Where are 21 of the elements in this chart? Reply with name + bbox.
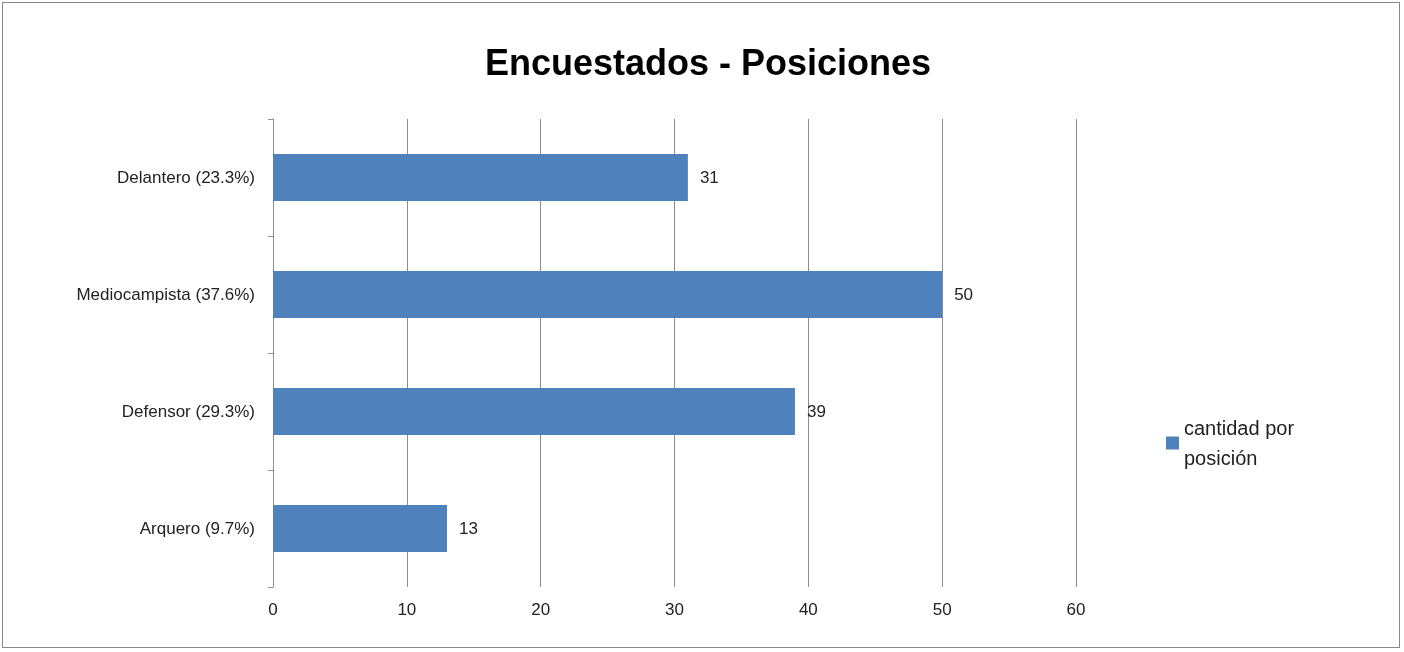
data-label: 39 bbox=[806, 402, 826, 421]
y-tick-label: Arquero (9.7%) bbox=[139, 519, 255, 538]
bar bbox=[273, 271, 943, 318]
bar bbox=[273, 388, 795, 435]
x-tick-label: 50 bbox=[932, 600, 952, 619]
bar bbox=[273, 154, 688, 201]
data-label: 50 bbox=[954, 285, 974, 304]
bar bbox=[273, 505, 447, 552]
x-tick-label: 40 bbox=[798, 600, 818, 619]
y-tick-label: Defensor (29.3%) bbox=[121, 402, 255, 421]
x-tick-label: 10 bbox=[397, 600, 417, 619]
data-label: 31 bbox=[699, 168, 719, 187]
x-tick-label: 30 bbox=[665, 600, 684, 619]
data-label: 13 bbox=[458, 519, 478, 538]
y-tick-label: Delantero (23.3%) bbox=[117, 168, 255, 187]
x-tick-label: 0 bbox=[268, 600, 278, 619]
y-tick-label: Mediocampista (37.6%) bbox=[76, 285, 255, 304]
x-tick-label: 60 bbox=[1066, 600, 1086, 619]
chart-title: Encuestados - Posiciones bbox=[484, 41, 932, 83]
x-tick-label: 20 bbox=[531, 600, 551, 619]
legend-label: cantidad por posición bbox=[1184, 417, 1300, 469]
